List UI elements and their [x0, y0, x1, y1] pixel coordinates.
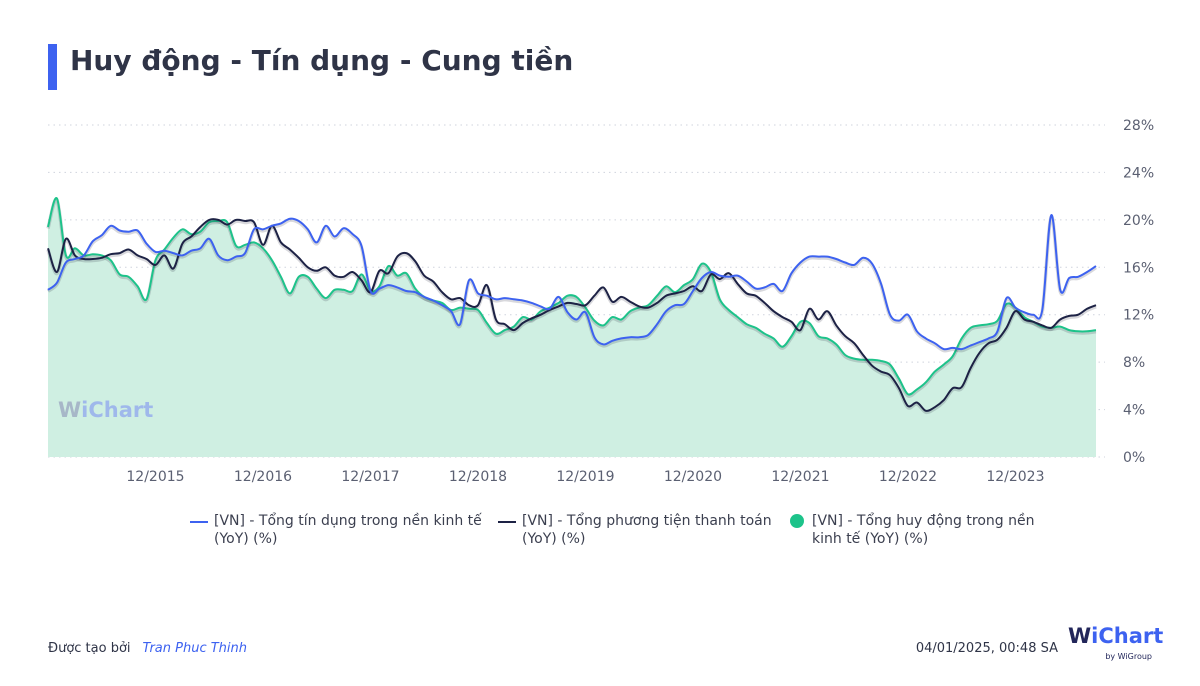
y-axis-ticks: 0% 4% 8% 12% 16% 20% 24% 28%	[1123, 118, 1154, 466]
y-tick-label: 4%	[1123, 403, 1145, 419]
series-area-deposits	[48, 197, 1096, 458]
x-tick-label: 12/2016	[234, 469, 292, 485]
wichart-watermark: WiChart	[58, 398, 153, 422]
created-by-label: Được tạo bởi	[48, 641, 131, 656]
series-line-m2	[47, 218, 1097, 412]
y-tick-label: 28%	[1123, 118, 1154, 134]
brand-sub: by WiGroup	[1105, 652, 1152, 661]
series-line-credit	[47, 214, 1097, 351]
legend-label-m2: [VN] - Tổng phương tiện thanh toán (YoY)…	[522, 513, 772, 547]
y-tick-label: 24%	[1123, 165, 1154, 181]
legend-item-credit[interactable]: [VN] - Tổng tín dụng trong nền kinh tế (…	[190, 512, 490, 548]
x-tick-label: 12/2019	[556, 469, 614, 485]
chart-legend: [VN] - Tổng tín dụng trong nền kinh tế (…	[190, 512, 1050, 548]
legend-item-m2[interactable]: [VN] - Tổng phương tiện thanh toán (YoY)…	[498, 512, 782, 548]
footer-credit: Được tạo bởi Tran Phuc Thinh	[48, 641, 247, 656]
series-line-deposits	[47, 197, 1097, 396]
y-tick-label: 20%	[1123, 213, 1154, 229]
author-link[interactable]: Tran Phuc Thinh	[142, 641, 247, 656]
watermark-w: W	[58, 398, 82, 422]
y-tick-label: 12%	[1123, 308, 1154, 324]
wichart-logo[interactable]: WiChart by WiGroup	[1068, 624, 1163, 664]
legend-swatch-deposits	[790, 514, 804, 528]
x-tick-label: 12/2022	[879, 469, 937, 485]
x-tick-label: 12/2017	[341, 469, 399, 485]
series-shadow-credit	[46, 214, 1097, 353]
footer-timestamp: 04/01/2025, 00:48 SA	[915, 641, 1058, 656]
brand-rest: iChart	[1091, 624, 1164, 648]
legend-label-deposits: [VN] - Tổng huy động trong nền kinh tế (…	[812, 513, 1035, 547]
watermark-rest: iChart	[81, 398, 154, 422]
legend-label-credit: [VN] - Tổng tín dụng trong nền kinh tế (…	[214, 513, 482, 547]
y-tick-label: 8%	[1123, 355, 1145, 371]
legend-swatch-credit	[190, 521, 208, 523]
x-tick-label: 12/2023	[986, 469, 1044, 485]
y-tick-label: 0%	[1123, 450, 1145, 466]
legend-item-deposits[interactable]: [VN] - Tổng huy động trong nền kinh tế (…	[790, 512, 1050, 548]
x-tick-label: 12/2020	[664, 469, 722, 485]
title-accent-bar	[48, 44, 57, 90]
x-axis-ticks: 12/2015 12/2016 12/2017 12/2018 12/2019 12/20…	[126, 469, 1044, 485]
page-title: Huy động - Tín dụng - Cung tiền	[70, 44, 574, 77]
x-tick-label: 12/2018	[449, 469, 507, 485]
chart-lines-layer	[46, 197, 1097, 415]
chart-area-layer	[48, 197, 1096, 458]
brand-w: W	[1068, 624, 1092, 648]
y-tick-label: 16%	[1123, 260, 1154, 276]
x-tick-label: 12/2015	[126, 469, 184, 485]
x-tick-label: 12/2021	[771, 469, 829, 485]
legend-swatch-m2	[498, 521, 516, 523]
